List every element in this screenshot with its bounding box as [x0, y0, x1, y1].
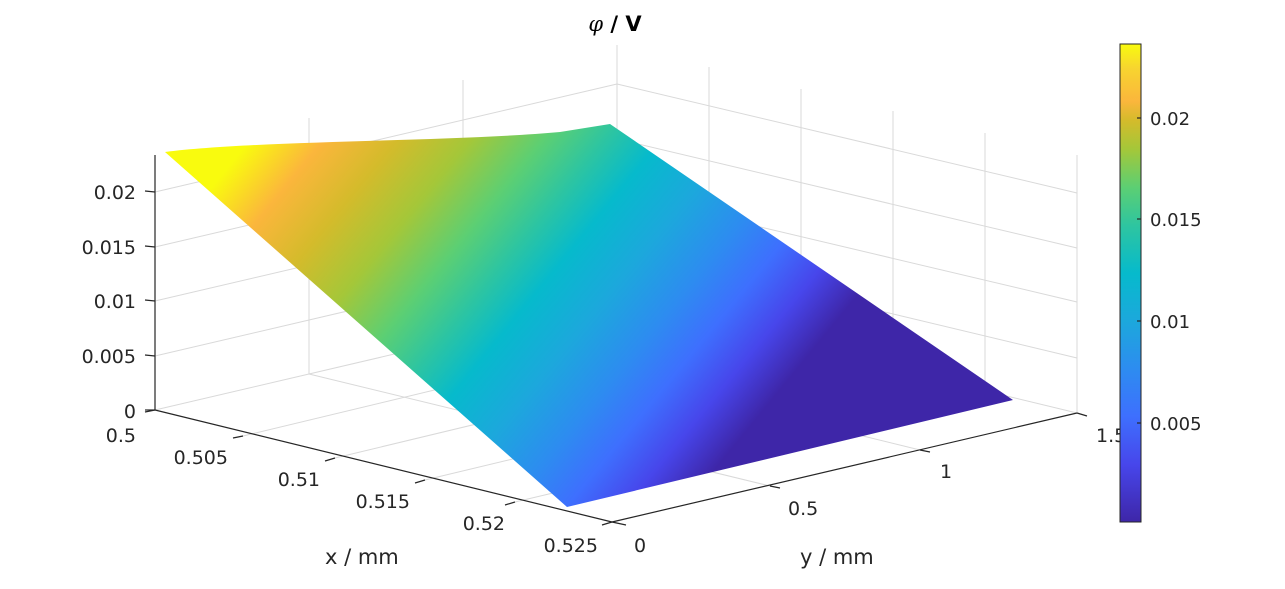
chart-title: φ / V [588, 12, 642, 36]
x-tick-label: 0.5 [106, 425, 136, 447]
y-ticks: 0 0.5 1 1.5 [611, 412, 1126, 557]
y-tick-label: 1 [940, 461, 952, 483]
z-tick-label: 0.02 [94, 182, 136, 204]
y-axis-label: y / mm [800, 545, 874, 569]
x-tick-label: 0.525 [544, 535, 598, 557]
surface-plot [165, 124, 1013, 507]
colorbar: 0.02 0.015 0.01 0.005 [1119, 43, 1202, 523]
x-tick-label: 0.515 [356, 491, 410, 513]
colorbar-tick-label: 0.015 [1150, 210, 1202, 231]
x-tick-label: 0.505 [174, 447, 228, 469]
colorbar-gradient [1119, 43, 1142, 523]
colorbar-tick-label: 0.01 [1150, 312, 1190, 333]
colorbar-tick-label: 0.005 [1150, 414, 1202, 435]
x-tick-label: 0.51 [278, 469, 320, 491]
y-tick-label: 0 [634, 535, 646, 557]
x-axis-line [154, 409, 613, 523]
z-tick-label: 0.015 [82, 237, 136, 259]
z-tick-label: 0 [124, 401, 136, 423]
x-ticks: 0.5 0.505 0.51 0.515 0.52 0.525 [106, 409, 613, 557]
title-unit: / V [603, 12, 642, 36]
y-axis-line [611, 412, 1078, 523]
z-tick-label: 0.005 [82, 346, 136, 368]
z-tick-label: 0.01 [94, 291, 136, 313]
y-tick-label: 0.5 [788, 498, 818, 520]
colorbar-tick-label: 0.02 [1150, 109, 1190, 130]
phi-symbol: φ [588, 12, 603, 36]
x-tick-label: 0.52 [463, 513, 505, 535]
x-axis-label: x / mm [325, 545, 399, 569]
y-tick-label: 1.5 [1096, 425, 1126, 447]
axes [154, 155, 1078, 523]
z-ticks: 0 0.005 0.01 0.015 0.02 [82, 182, 156, 423]
